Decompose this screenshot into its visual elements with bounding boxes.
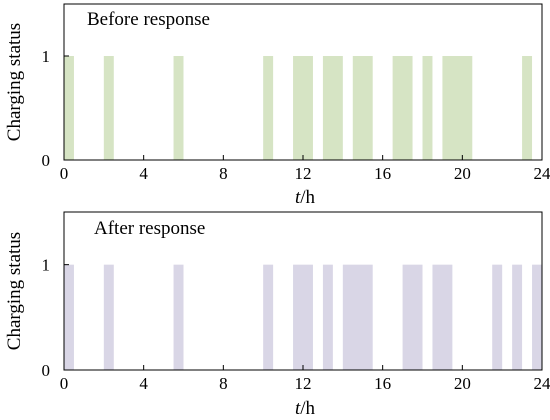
- x-axis-label-variable: t: [295, 187, 301, 208]
- x-tick-label: 24: [534, 164, 550, 183]
- panel-title: After response: [94, 218, 205, 239]
- charging-bar-6: [322, 264, 333, 370]
- charging-bar-11: [512, 264, 523, 370]
- charging-bar-4: [263, 56, 274, 160]
- charging-bar-9: [432, 264, 453, 370]
- charging-bar-4: [263, 264, 274, 370]
- charging-bar-5: [293, 264, 313, 370]
- y-tick-label: 1: [42, 47, 51, 66]
- x-tick-label: 8: [219, 164, 228, 183]
- chart-panel-1: 0 4 8 12 16 20 24 0 1 t/h Charging status Before re…: [4, 3, 550, 208]
- charging-bar-11: [522, 56, 533, 160]
- x-tick-label: 20: [454, 374, 471, 393]
- x-tick-label: 16: [374, 374, 391, 393]
- charging-bar-3: [173, 264, 184, 370]
- x-axis-label-unit: /h: [300, 187, 315, 208]
- panel-title: Before response: [87, 9, 210, 30]
- y-tick-label: 1: [42, 256, 51, 275]
- x-axis-label: t/h: [295, 187, 316, 208]
- x-axis-label-variable: t: [295, 398, 301, 419]
- x-tick-label: 8: [219, 374, 228, 393]
- y-tick-label: 0: [42, 151, 51, 170]
- charging-bar-10: [442, 56, 473, 160]
- charging-bar-7: [342, 264, 373, 370]
- charging-bar-1: [64, 264, 74, 370]
- charging-bar-8: [392, 56, 413, 160]
- charging-bar-5: [293, 56, 313, 160]
- x-tick-label: 0: [60, 374, 69, 393]
- chart-panel-2: 0 4 8 12 16 20 24 0 1 t/h Charging status After res…: [4, 211, 550, 419]
- x-tick-label: 20: [454, 164, 471, 183]
- y-axis-label: Charging status: [4, 23, 25, 141]
- charging-bar-1: [64, 56, 74, 160]
- charging-bar-2: [103, 264, 114, 370]
- charging-bar-12: [532, 264, 542, 370]
- x-tick-label: 12: [295, 374, 312, 393]
- x-tick-label: 12: [295, 164, 312, 183]
- y-axis-label: Charging status: [4, 232, 25, 350]
- charging-bar-2: [103, 56, 114, 160]
- x-axis-label-unit: /h: [300, 398, 315, 419]
- x-tick-label: 0: [60, 164, 69, 183]
- charging-bar-7: [352, 56, 373, 160]
- x-tick-label: 4: [139, 164, 148, 183]
- y-tick-label: 0: [42, 361, 51, 380]
- x-tick-label: 24: [534, 374, 550, 393]
- charging-bar-6: [322, 56, 343, 160]
- charging-bar-9: [422, 56, 433, 160]
- x-tick-label: 16: [374, 164, 391, 183]
- charging-bar-3: [173, 56, 184, 160]
- charging-bar-10: [492, 264, 503, 370]
- x-tick-label: 4: [139, 374, 148, 393]
- x-axis-label: t/h: [295, 398, 316, 419]
- charging-bar-8: [402, 264, 423, 370]
